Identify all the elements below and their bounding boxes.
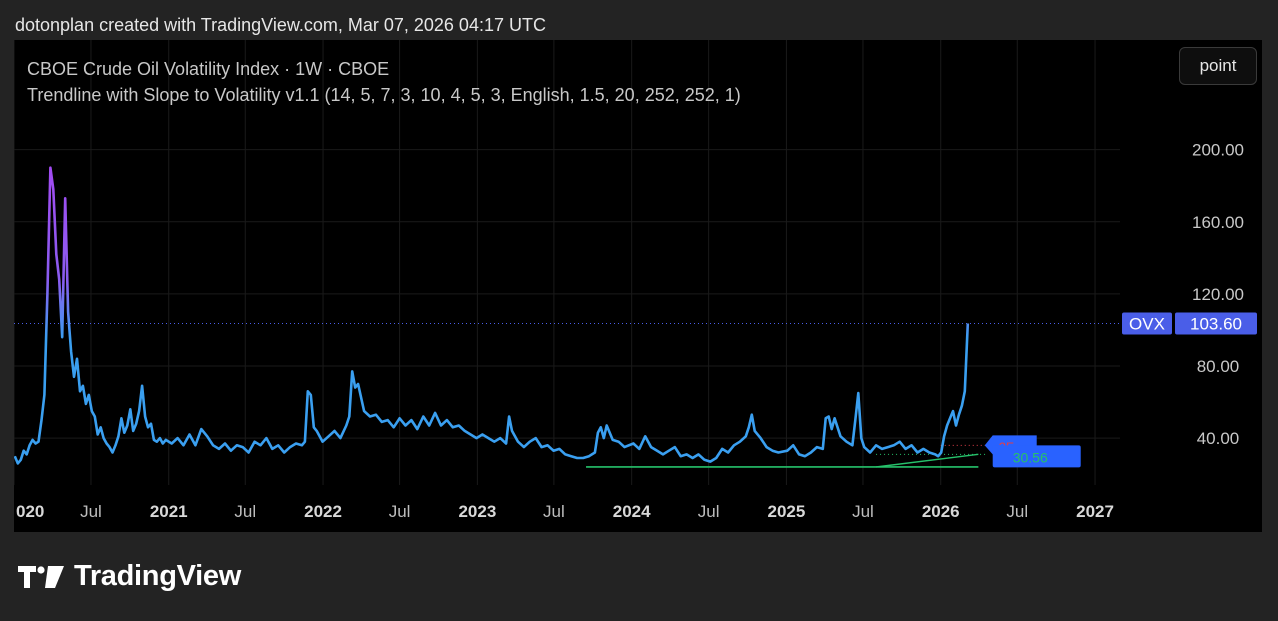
x-tick-label: Jul <box>234 502 256 521</box>
x-tick-label: 2024 <box>613 502 651 521</box>
x-tick-label: 2026 <box>922 502 960 521</box>
y-tick-label: 80.00 <box>1197 357 1240 376</box>
indicator-title: Trendline with Slope to Volatility v1.1 … <box>27 85 741 105</box>
y-tick-label: 40.00 <box>1197 429 1240 448</box>
last-price-tag-label: 103.60 <box>1190 314 1242 333</box>
x-tick-label: 2023 <box>458 502 496 521</box>
x-tick-label: 2021 <box>150 502 188 521</box>
chart-legend: CBOE Crude Oil Volatility Index · 1W · C… <box>27 56 741 108</box>
x-axis: 020 Jul 2021 Jul 2022 Jul 2023 Jul 2024 Jul 2025 Ju… <box>16 502 1114 521</box>
trend-line <box>875 453 979 468</box>
x-tick-label: Jul <box>543 502 565 521</box>
ovx-series-line <box>14 166 970 465</box>
slope-value-box <box>992 445 1081 468</box>
brand-name: TradingView <box>74 560 241 592</box>
levels <box>14 322 1120 468</box>
grid <box>14 40 1120 485</box>
symbol-tag-label: OVX <box>1129 314 1165 333</box>
y-tick-label: 160.00 <box>1192 213 1244 232</box>
symbol-title: CBOE Crude Oil Volatility Index · 1W · C… <box>27 59 390 79</box>
point-button[interactable]: point <box>1179 47 1257 85</box>
x-tick-label: Jul <box>80 502 102 521</box>
series-layer <box>14 166 970 465</box>
price-chart[interactable]: 40.00 80.00 120.00 160.00 200.00 020 Jul 2021 J… <box>14 40 1262 532</box>
x-tick-label: Jul <box>852 502 874 521</box>
tradingview-brand: TradingView <box>18 560 241 593</box>
symbol-tag-box <box>1122 312 1172 335</box>
x-tick-label: 020 <box>16 502 44 521</box>
slope-value-label: 30.56 <box>1013 449 1048 465</box>
x-tick-label: Jul <box>1006 502 1028 521</box>
x-tick-label: Jul <box>389 502 411 521</box>
last-price-tag-box <box>1175 312 1257 335</box>
x-tick-label: 2025 <box>768 502 806 521</box>
y-axis: 40.00 80.00 120.00 160.00 200.00 <box>1192 141 1244 448</box>
x-tick-label: 2027 <box>1076 502 1114 521</box>
y-tick-label: 120.00 <box>1192 285 1244 304</box>
x-tick-label: 2022 <box>304 502 342 521</box>
y-tick-label: 200.00 <box>1192 141 1244 160</box>
x-tick-label: Jul <box>698 502 720 521</box>
tradingview-logo-icon <box>18 565 64 588</box>
attribution-header: dotonplan created with TradingView.com, … <box>15 15 546 35</box>
chart-panel[interactable]: 40.00 80.00 120.00 160.00 200.00 020 Jul 2021 J… <box>14 40 1262 532</box>
